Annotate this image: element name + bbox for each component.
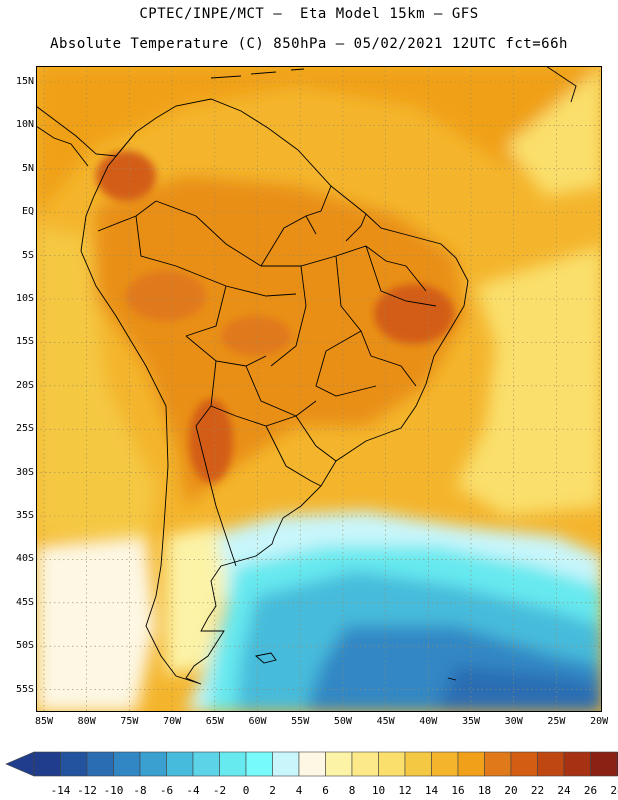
colorbar-cell — [404, 751, 432, 777]
lon-label: 60W — [248, 716, 267, 727]
colorbar-tick-label: 2 — [269, 784, 276, 797]
field-band-patagonia — [166, 526, 226, 676]
lat-label: 55S — [15, 683, 34, 695]
colorbar-tick-label: 24 — [557, 784, 571, 797]
lon-label: 35W — [461, 716, 481, 727]
south-america-coastline — [80, 98, 469, 685]
south-georgia — [447, 677, 457, 681]
lon-label: 25W — [547, 716, 566, 727]
colorbar-tick-label: 12 — [398, 784, 412, 797]
colorbar-tick-label: -14 — [50, 784, 71, 797]
lat-label: 15S — [15, 336, 34, 348]
colorbar-cell — [272, 751, 300, 777]
central-america-coastline — [36, 105, 137, 167]
colorbar-cell — [86, 751, 114, 777]
colorbar-tick-label: 20 — [504, 784, 518, 797]
field-band-east-atlantic — [456, 246, 602, 516]
lon-label: 70W — [163, 716, 182, 727]
lon-label: 20W — [590, 716, 609, 727]
colorbar-tick-label: -4 — [186, 784, 200, 797]
lat-label: 10N — [15, 119, 34, 131]
colorbar-cell — [298, 751, 326, 777]
field-band-north-atlantic — [506, 66, 602, 196]
colorbar-cell — [378, 751, 406, 777]
lat-label: 40S — [15, 553, 34, 565]
colorbar-cell — [457, 751, 485, 777]
colorbar-tick-label: -12 — [77, 784, 97, 797]
lat-label: 25S — [15, 423, 34, 435]
lat-label: 5S — [21, 249, 34, 261]
lat-label: EQ — [21, 206, 34, 218]
colorbar-cell — [484, 751, 512, 777]
colorbar-cell — [590, 751, 618, 777]
colorbar-tick-label: 6 — [322, 784, 329, 797]
colorbar-cell — [351, 751, 379, 777]
lon-label: 45W — [376, 716, 395, 727]
field-band-coldest — [436, 666, 602, 712]
field-hotspot-chaco — [189, 399, 233, 483]
chart-subtitle: Absolute Temperature (C) 850hPa – 05/02/… — [50, 36, 568, 52]
colorbar-tick-label: 26 — [583, 784, 598, 797]
caribbean-islands — [210, 66, 577, 103]
lon-label: 50W — [333, 716, 352, 727]
lon-label: 55W — [291, 716, 310, 727]
lat-label: 35S — [15, 510, 34, 521]
lon-label: 75W — [120, 716, 139, 727]
falkland-islands — [255, 652, 277, 664]
field-hotspot-bahia — [374, 284, 454, 344]
colorbar-tick-label: 10 — [371, 784, 386, 797]
field-hotspot-colombia — [96, 151, 156, 201]
colorbar-cell — [537, 751, 565, 777]
colorbar-cell — [431, 751, 459, 777]
colorbar-tick-label: 18 — [477, 784, 492, 797]
lat-label: 5N — [21, 162, 34, 174]
colorbar-tick-label: 22 — [530, 784, 545, 797]
colorbar-cell — [113, 751, 141, 777]
colorbar-cell — [325, 751, 353, 777]
colorbar-cell — [245, 751, 273, 777]
lon-label: 65W — [205, 716, 224, 727]
colorbar-tick-label: 16 — [451, 784, 465, 797]
temperature-field — [36, 66, 602, 712]
colorbar-tick-label: -10 — [103, 784, 124, 797]
colorbar-cell — [563, 751, 591, 777]
lon-label: 80W — [77, 716, 96, 727]
colorbar-cell — [192, 751, 220, 777]
lat-label: 50S — [15, 640, 34, 652]
field-warm-mato-grosso — [221, 316, 291, 356]
colorbar-tick-label: 14 — [424, 784, 439, 797]
colorbar-cell — [33, 751, 61, 777]
colorbar-tick-label: 28 — [610, 784, 618, 797]
colorbar-tick-label: -6 — [159, 784, 174, 797]
lon-label: 30W — [504, 716, 523, 727]
colorbar-arrow-low — [5, 751, 35, 777]
lat-label: 15N — [15, 76, 34, 87]
colorbar-tick-label: 0 — [242, 784, 250, 797]
colorbar-tick-label: 8 — [348, 784, 356, 797]
colorbar-tick-label: 4 — [295, 784, 303, 797]
chart-title: CPTEC/INPE/MCT – Eta Model 15km – GFS — [139, 6, 479, 22]
colorbar-cell — [510, 751, 538, 777]
lat-label: 10S — [15, 293, 34, 304]
colorbar-cell — [60, 751, 88, 777]
lat-label: 45S — [15, 596, 34, 608]
colorbar — [5, 751, 618, 777]
colorbar-cell — [139, 751, 167, 777]
field-band-northern — [36, 66, 602, 216]
map-border — [36, 66, 602, 712]
field-band-pacific-south — [36, 536, 156, 712]
lat-label: 20S — [15, 379, 34, 391]
colorbar-tick-label: -2 — [212, 784, 227, 797]
lon-label: 40W — [419, 716, 438, 727]
coastlines — [36, 66, 577, 685]
lat-label: 30S — [15, 466, 34, 478]
field-warm-amazon-west — [126, 271, 206, 321]
colorbar-cell — [166, 751, 194, 777]
country-borders — [97, 185, 367, 567]
colorbar-tick-label: -8 — [133, 784, 147, 797]
lon-label: 85W — [34, 716, 54, 727]
brazil-state-borders — [261, 245, 437, 397]
colorbar-cell — [219, 751, 247, 777]
temperature-map — [36, 66, 602, 712]
